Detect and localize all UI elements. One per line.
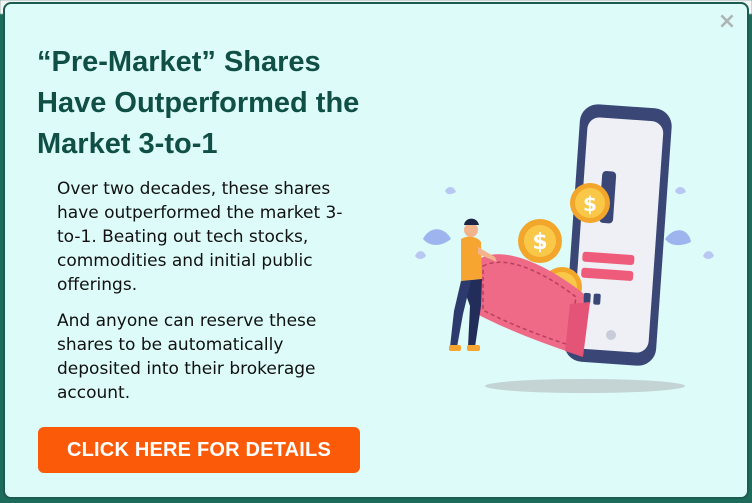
wallet-icon bbox=[477, 254, 590, 357]
phone-wallet-coins-illustration: $ $ $ bbox=[415, 104, 714, 393]
body-paragraph-1: Over two decades, these shares have outp… bbox=[57, 179, 343, 295]
coin-symbol-1: $ bbox=[583, 192, 597, 216]
dollar-coin-icon: $ bbox=[518, 219, 562, 263]
promo-popup: × “Pre-Market” Shares Have Outperformed … bbox=[3, 2, 749, 499]
popup-body: Over two decades, these shares have outp… bbox=[57, 177, 357, 417]
leaf-decoration-right-icon bbox=[665, 186, 714, 259]
dollar-coin-icon: $ bbox=[570, 183, 610, 223]
leaf-decoration-left-icon bbox=[415, 186, 456, 259]
click-here-for-details-button[interactable]: CLICK HERE FOR DETAILS bbox=[38, 427, 360, 473]
body-paragraph-2: And anyone can reserve these shares to b… bbox=[57, 311, 317, 403]
person-icon bbox=[449, 218, 497, 351]
close-icon[interactable]: × bbox=[717, 9, 737, 34]
coin-symbol-2: $ bbox=[532, 230, 547, 255]
popup-headline: “Pre-Market” Shares Have Outperformed th… bbox=[37, 46, 360, 160]
floor-shadow bbox=[485, 379, 685, 393]
